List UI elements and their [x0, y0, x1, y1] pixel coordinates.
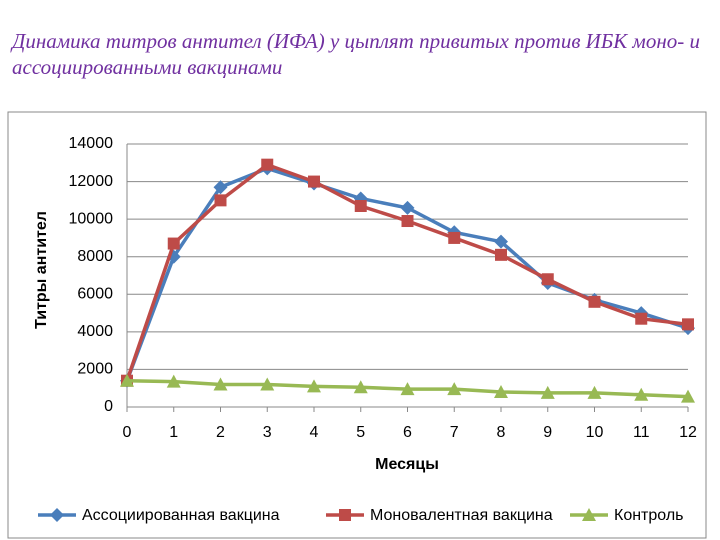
- x-tick-label: 0: [123, 424, 132, 441]
- data-point: [166, 249, 181, 264]
- data-point: [634, 387, 649, 401]
- data-point: [494, 384, 508, 398]
- data-point: [401, 215, 414, 228]
- data-point: [308, 175, 320, 188]
- data-point: [540, 385, 555, 399]
- data-point: [588, 295, 601, 308]
- data-point: [400, 382, 415, 396]
- data-point: [541, 273, 554, 286]
- data-point: [635, 312, 648, 325]
- series-line: [125, 162, 689, 382]
- data-point: [166, 374, 181, 388]
- data-point: [260, 377, 275, 391]
- data-point: [447, 382, 462, 396]
- x-tick-label: 4: [310, 424, 319, 441]
- legend-marker: [582, 508, 596, 521]
- x-tick-label: 10: [586, 424, 604, 441]
- y-tick-label: 14000: [69, 135, 114, 152]
- y-tick-label: 2000: [77, 361, 113, 378]
- data-point: [167, 237, 180, 250]
- x-tick-label: 1: [169, 424, 178, 441]
- data-point: [261, 158, 274, 171]
- x-tick-label: 9: [543, 424, 552, 441]
- data-point: [494, 234, 508, 249]
- data-point: [214, 194, 227, 207]
- x-tick-label: 2: [216, 424, 225, 441]
- legend-label: Контроль: [614, 507, 684, 524]
- data-point: [213, 377, 228, 391]
- x-tick-label: 5: [356, 424, 365, 441]
- data-point: [307, 379, 321, 393]
- legend-label: Моновалентная вакцина: [370, 507, 553, 524]
- data-point: [213, 180, 228, 195]
- y-tick-label: 4000: [77, 323, 113, 340]
- data-point: [448, 231, 461, 244]
- x-tick-label: 11: [633, 424, 650, 441]
- x-tick-label: 3: [263, 424, 272, 441]
- data-point: [400, 200, 415, 215]
- data-point: [681, 389, 695, 403]
- chart-frame: [7, 111, 707, 539]
- y-tick-label: 6000: [77, 286, 113, 303]
- data-point: [495, 248, 507, 261]
- x-tick-label: 7: [450, 424, 459, 441]
- legend-marker: [50, 508, 64, 522]
- series-line: [125, 166, 689, 382]
- data-point: [354, 199, 367, 212]
- data-point: [353, 380, 368, 394]
- y-tick-label: 8000: [77, 248, 113, 265]
- slide-title: Динамика титров антител (ИФА) у цыплят п…: [12, 29, 700, 79]
- data-point: [587, 385, 602, 399]
- x-tick-label: 8: [497, 424, 506, 441]
- y-tick-label: 10000: [69, 210, 114, 227]
- x-tick-label: 6: [403, 424, 412, 441]
- legend-marker: [339, 509, 351, 521]
- data-point: [120, 373, 134, 387]
- y-axis-title: Титры антител: [33, 211, 50, 329]
- y-tick-label: 12000: [69, 173, 114, 190]
- data-point: [682, 318, 694, 331]
- legend-label: Ассоциированная вакцина: [82, 507, 280, 524]
- x-tick-label: 12: [679, 424, 697, 441]
- x-axis-title: Месяцы: [375, 456, 439, 473]
- y-tick-label: 0: [104, 398, 113, 415]
